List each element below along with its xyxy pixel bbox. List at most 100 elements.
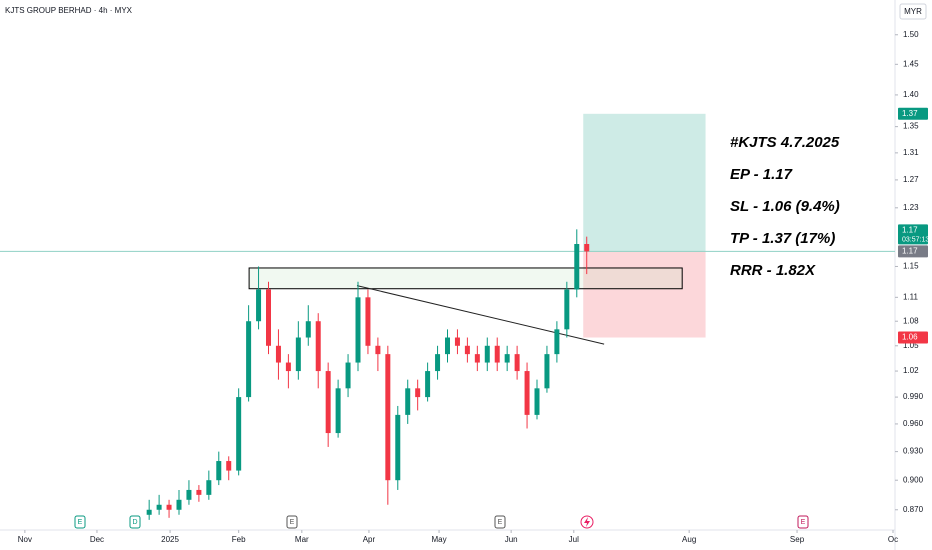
candle-body <box>415 388 421 398</box>
y-tick-label: 1.23 <box>903 203 919 212</box>
entry-tag: 1.17 <box>902 247 918 256</box>
candle-body <box>365 297 371 346</box>
y-tick-label: 1.05 <box>903 341 919 350</box>
annotation: TP - 1.37 (17%) <box>730 230 835 247</box>
annotation: SL - 1.06 (9.4%) <box>730 198 840 215</box>
candle-body <box>315 321 321 372</box>
candle-body <box>584 243 590 252</box>
event-label: E <box>290 519 295 526</box>
y-tick-label: 1.27 <box>903 175 919 184</box>
candle-body <box>256 289 262 322</box>
candle-body <box>445 337 450 355</box>
x-tick-label: May <box>431 535 446 544</box>
x-tick-label: Jun <box>505 535 518 544</box>
candle-body <box>425 371 431 398</box>
candle-body <box>266 289 271 346</box>
candle-body <box>196 489 202 495</box>
candle-body <box>246 321 252 398</box>
currency: MYR <box>904 7 922 16</box>
annotation: RRR - 1.82X <box>730 262 816 279</box>
stop-tag: 1.06 <box>902 333 918 342</box>
event-label: E <box>498 519 503 526</box>
x-tick-label: Nov <box>18 535 32 544</box>
candle-body <box>514 354 520 372</box>
candle-body <box>494 345 500 363</box>
x-tick-label: Feb <box>232 535 246 544</box>
y-tick-label: 1.08 <box>903 316 919 325</box>
y-tick-label: 1.15 <box>903 262 919 271</box>
candle-body <box>564 289 570 330</box>
candle-body <box>146 509 152 515</box>
trendline <box>356 285 605 345</box>
candle-body <box>345 362 351 389</box>
candle-body <box>524 371 530 415</box>
currency-box[interactable] <box>899 3 927 20</box>
resistance-zone <box>248 267 683 290</box>
y-tick-label: 1.02 <box>903 366 919 375</box>
event-icon <box>494 515 506 529</box>
x-tick-label: Jul <box>569 535 579 544</box>
candle-body <box>435 354 441 372</box>
candle-body <box>504 354 510 363</box>
y-tick-label: 1.50 <box>903 30 919 39</box>
candle-body <box>206 480 212 495</box>
annotation: #KJTS 4.7.2025 <box>730 134 840 151</box>
candle-body <box>186 489 192 500</box>
candle-body <box>544 354 550 389</box>
x-tick-label: Sep <box>790 535 805 544</box>
candle-body <box>166 504 172 510</box>
candle-body <box>484 345 490 363</box>
x-tick-label: Apr <box>363 535 376 544</box>
annotation: EP - 1.17 <box>730 166 793 183</box>
loss-zone <box>583 251 706 338</box>
target-tag-box <box>898 107 928 120</box>
y-tick-label: 1.11 <box>903 292 919 301</box>
countdown: 03:57:13 <box>902 236 929 243</box>
candle-body <box>454 337 460 346</box>
y-tick-label: 0.960 <box>903 419 924 428</box>
candle-body <box>395 414 401 481</box>
candle-body <box>554 329 560 355</box>
candle-body <box>405 388 411 415</box>
candle-body <box>295 337 301 372</box>
candle-body <box>156 504 162 510</box>
dividend-bolt <box>584 517 590 527</box>
last-price-tag: 1.17 <box>902 226 918 235</box>
candle-body <box>534 388 540 415</box>
x-tick-label: Mar <box>295 535 309 544</box>
candle-body <box>305 321 311 338</box>
candle-body <box>464 345 470 355</box>
event-icon <box>74 515 86 529</box>
x-tick-label: 2025 <box>161 535 179 544</box>
candle-body <box>385 354 391 481</box>
candle-body <box>176 499 182 510</box>
candle-body <box>574 243 580 290</box>
event-label: D <box>132 519 137 526</box>
candle-body <box>325 371 331 434</box>
event-label: E <box>801 519 806 526</box>
chart-title: KJTS GROUP BERHAD · 4h · MYX <box>5 6 133 15</box>
profit-zone <box>583 113 706 252</box>
x-tick-label: Dec <box>90 535 104 544</box>
y-tick-label: 0.900 <box>903 475 924 484</box>
stop-tag-box <box>898 331 928 344</box>
x-tick-label: Oc <box>888 535 898 544</box>
y-tick-label: 1.31 <box>903 148 919 157</box>
x-tick-label: Aug <box>682 535 696 544</box>
candle-body <box>236 397 242 471</box>
target-tag: 1.37 <box>902 109 918 118</box>
event-icon <box>797 515 809 529</box>
last-price-tag-box <box>898 224 928 245</box>
entry-tag-box <box>898 245 928 258</box>
y-tick-label: 1.45 <box>903 59 919 68</box>
candle-body <box>355 297 361 363</box>
candle-body <box>285 362 291 372</box>
candle-body <box>216 461 222 481</box>
candle-body <box>226 461 232 471</box>
candle-body <box>275 345 281 363</box>
y-tick-label: 0.930 <box>903 447 924 456</box>
y-tick-label: 0.990 <box>903 392 924 401</box>
y-tick-label: 0.870 <box>903 505 924 514</box>
